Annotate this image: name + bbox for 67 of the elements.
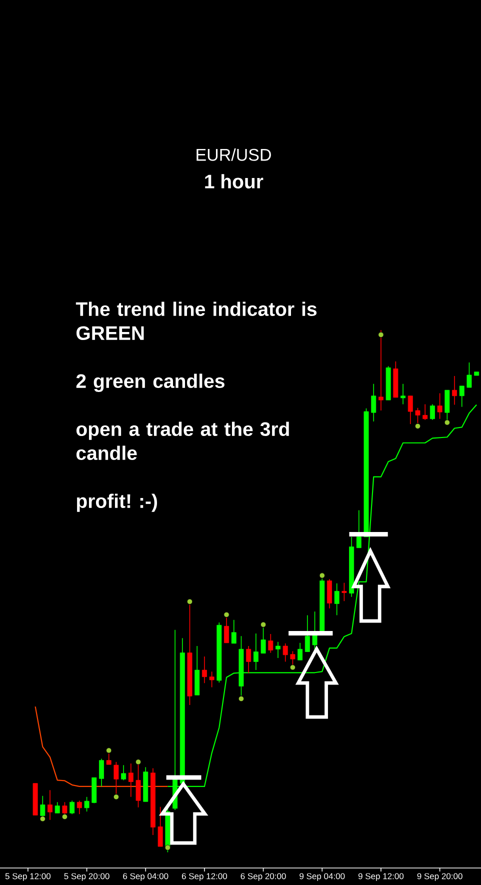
chart-title: EUR/USD xyxy=(196,148,271,161)
annotation: profit! :-) xyxy=(76,494,158,512)
candlestick xyxy=(48,790,52,820)
candlestick xyxy=(304,614,310,652)
point xyxy=(40,816,46,822)
candlestick xyxy=(209,671,214,688)
candlestick xyxy=(268,634,274,654)
point xyxy=(260,622,266,628)
candlestick xyxy=(76,800,82,815)
candlestick xyxy=(415,407,420,424)
candlestick xyxy=(452,376,457,406)
candlestick xyxy=(114,762,119,794)
point xyxy=(414,423,421,429)
point xyxy=(290,664,296,670)
x-tick-label: 9 Sep 12:00 xyxy=(358,873,404,881)
point xyxy=(238,696,244,702)
x-tick-label: 6 Sep 12:00 xyxy=(182,873,228,881)
annotation: The trend line indicator is GREEN xyxy=(76,302,317,340)
candlestick xyxy=(276,641,280,658)
candlestick xyxy=(466,362,472,388)
point xyxy=(113,794,120,800)
candlestick xyxy=(298,642,303,661)
candlestick xyxy=(371,383,376,422)
candlestick xyxy=(253,633,258,670)
candlestick xyxy=(84,796,90,812)
candlestick xyxy=(106,753,112,765)
candlestick xyxy=(224,617,229,644)
candlestick xyxy=(121,764,126,781)
candlestick xyxy=(408,395,413,424)
point xyxy=(444,420,450,426)
point xyxy=(164,844,170,850)
candlestick xyxy=(282,642,288,662)
x-tick-label: 5 Sep 20:00 xyxy=(64,873,110,881)
candlestick xyxy=(128,763,134,798)
chart-subtitle: 1 hour xyxy=(205,174,264,188)
x-tick-label: 9 Sep 04:00 xyxy=(300,873,345,881)
candlestick xyxy=(246,646,252,674)
candlestick xyxy=(40,795,46,816)
point xyxy=(378,332,384,338)
x-tick-label: 6 Sep 20:00 xyxy=(240,873,286,881)
point xyxy=(319,572,325,578)
annotation: 2 green candles xyxy=(76,374,224,392)
candlestick xyxy=(260,627,266,654)
candlestick xyxy=(54,802,60,814)
point xyxy=(62,814,68,820)
candlestick xyxy=(231,619,236,644)
candlestick xyxy=(437,392,442,420)
candlestick xyxy=(459,386,464,408)
x-tick-label: 9 Sep 20:00 xyxy=(417,873,462,881)
x-tick-label: 5 Sep 12:00 xyxy=(5,873,51,881)
candlestick xyxy=(400,383,406,405)
x-tick-label: 6 Sep 04:00 xyxy=(123,873,168,881)
candlestick xyxy=(342,582,347,602)
candlestick xyxy=(99,758,104,787)
annotation: open a trade at the 3rd candle xyxy=(76,422,289,460)
candlestick xyxy=(202,656,207,684)
point xyxy=(224,612,230,618)
candlestick xyxy=(70,800,75,815)
point xyxy=(135,759,142,765)
candlestick xyxy=(430,404,435,420)
candlestick xyxy=(327,578,332,609)
candlestick xyxy=(422,404,428,420)
point xyxy=(186,598,193,604)
point xyxy=(106,748,112,754)
candlestick xyxy=(158,806,163,847)
candlestick xyxy=(378,330,384,411)
candlestick xyxy=(334,582,340,616)
